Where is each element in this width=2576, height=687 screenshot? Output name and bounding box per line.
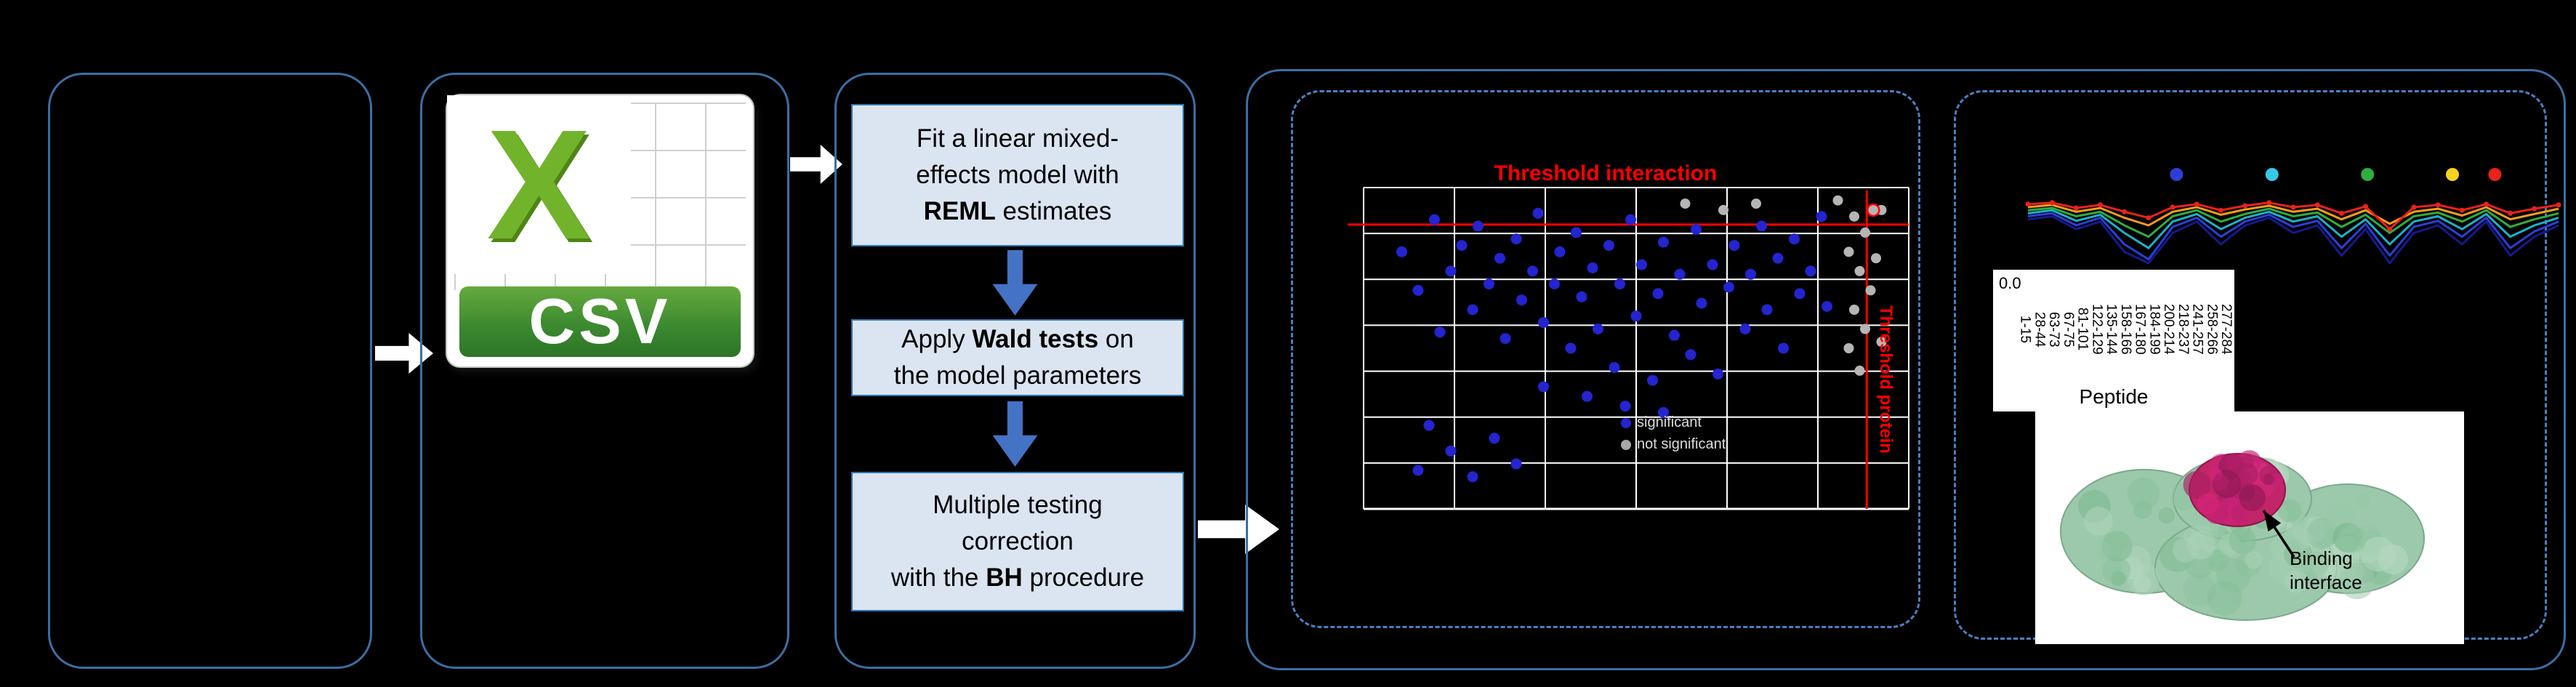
peptide-axis-panel: 0.0 1-15 28-44 63-73 67-75 81-101 122-129 135-… bbox=[1993, 268, 2234, 411]
peptide-tick-label: 241-257 bbox=[2189, 304, 2205, 355]
csv-file-icon: X CSV bbox=[446, 94, 754, 368]
peptide-tick-label: 135-144 bbox=[2104, 304, 2120, 355]
peptide-tick-label: 167-180 bbox=[2132, 304, 2148, 355]
volcano-legend: significant not significant bbox=[1621, 411, 1726, 455]
stats-panel: Fit a linear mixed-effects model with REM… bbox=[834, 73, 1196, 669]
volcano-plot bbox=[1348, 187, 1909, 510]
peptide-tick-label: 218-237 bbox=[2175, 304, 2191, 355]
epitope-condition-dots bbox=[2028, 164, 2559, 185]
peptide-tick-label: 28-44 bbox=[2032, 311, 2048, 347]
peptide-tick-label: 122-129 bbox=[2089, 304, 2105, 355]
annotation-line: interface bbox=[2290, 571, 2362, 593]
legend-item: significant bbox=[1621, 411, 1726, 433]
protein-structure bbox=[2035, 411, 2464, 644]
flow-step-bh: Multiple testing correction with the BH pr… bbox=[851, 472, 1184, 611]
volcano-subpanel bbox=[1291, 90, 1920, 628]
down-arrow-icon bbox=[992, 401, 1038, 467]
peptide-tick-label: 63-73 bbox=[2046, 311, 2062, 347]
peptide-tick-label: 184-199 bbox=[2146, 304, 2162, 355]
threshold-side-label: Threshold protein bbox=[1876, 305, 1896, 454]
protein-structure-panel: Binding interface bbox=[2035, 411, 2464, 644]
input-panel bbox=[48, 73, 372, 669]
annotation-line: Binding bbox=[2290, 547, 2353, 569]
binding-arrow-icon bbox=[2262, 510, 2295, 558]
legend-dot-icon bbox=[1621, 439, 1631, 450]
peptide-tick-label: 200-214 bbox=[2161, 304, 2177, 355]
binding-interface-annotation: Binding interface bbox=[2290, 547, 2362, 594]
results-panel bbox=[1246, 69, 2566, 670]
peptide-axis-title: Peptide bbox=[2079, 385, 2149, 408]
flow-step-reml: Fit a linear mixed-effects model with REM… bbox=[851, 104, 1184, 246]
peptide-tick-label: 1-15 bbox=[2017, 315, 2033, 344]
legend-label: not significant bbox=[1637, 436, 1726, 452]
excel-x-letter: X bbox=[447, 95, 631, 275]
legend-label: significant bbox=[1637, 414, 1702, 430]
csv-ribbon-label: CSV bbox=[459, 285, 741, 357]
peptide-tick-label: 158-166 bbox=[2117, 304, 2133, 355]
peptide-tick-label: 277-284 bbox=[2218, 304, 2234, 355]
epitope-line-chart bbox=[2025, 185, 2561, 268]
flow-step-wald: Apply Wald tests on the model parameters bbox=[851, 319, 1184, 396]
volcano-title: Threshold interaction bbox=[1494, 161, 1718, 185]
down-arrow-icon bbox=[992, 250, 1038, 316]
peptide-tick-labels: 1-15 28-44 63-73 67-75 81-101 122-129 135-144 1… bbox=[2017, 274, 2234, 385]
csv-panel bbox=[420, 73, 789, 669]
legend-dot-icon bbox=[1621, 417, 1631, 428]
peptide-tick-label: 67-75 bbox=[2060, 311, 2076, 347]
peptide-tick-label: 81-101 bbox=[2074, 308, 2090, 351]
peptide-tick-label: 258-266 bbox=[2204, 304, 2220, 355]
y-tick-label: 0.0 bbox=[1999, 274, 2021, 292]
legend-item: not significant bbox=[1621, 433, 1726, 455]
